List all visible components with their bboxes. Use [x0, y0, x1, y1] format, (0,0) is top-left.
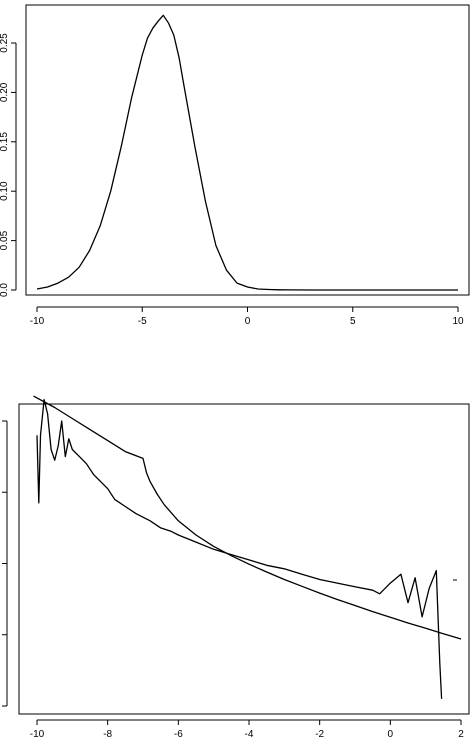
series-line-bottom-0 — [36, 398, 443, 699]
y-tick-label-top-2: 0.10 — [0, 181, 10, 201]
x-tick-label-top-3: 5 — [350, 316, 356, 327]
x-tick-label-top-0: -10 — [30, 316, 45, 327]
plot-frame-top — [25, 4, 470, 296]
density-plot: -10 -5 0 5 10 0.0 0.05 0.10 0.15 0.20 0.25 — [0, 4, 470, 327]
x-tick-label-top-2: 0 — [245, 316, 251, 327]
log-density-plot: -10 -8 -6 -4 -2 0 2 -8 -6 -4 -2 0 — [0, 395, 470, 738]
y-tick-label-top-3: 0.15 — [0, 132, 10, 152]
y-tick-label-top-1: 0.05 — [0, 230, 10, 250]
x-tick-label-bottom-5: 0 — [388, 729, 394, 738]
y-tick-label-top-0: 0.0 — [0, 283, 10, 297]
x-tick-label-top-4: 10 — [452, 316, 464, 327]
y-tick-label-bottom-1: -6 — [0, 487, 1, 496]
x-tick-label-bottom-2: -6 — [174, 729, 183, 738]
series-line-bottom-1 — [33, 395, 462, 640]
y-tick-label-top-4: 0.20 — [0, 82, 10, 102]
plot-frame-bottom — [18, 403, 470, 715]
y-tick-label-bottom-2: -4 — [0, 559, 1, 568]
y-tick-label-bottom-4: 0 — [0, 703, 1, 709]
x-tick-label-bottom-1: -8 — [103, 729, 112, 738]
y-tick-label-bottom-3: -2 — [0, 630, 1, 639]
x-tick-label-bottom-3: -4 — [245, 729, 254, 738]
x-tick-label-top-1: -5 — [138, 316, 147, 327]
x-tick-label-bottom-0: -10 — [30, 729, 45, 738]
series-line-top-0 — [36, 14, 458, 291]
x-tick-label-bottom-4: -2 — [315, 729, 324, 738]
y-tick-label-bottom-0: -8 — [0, 416, 1, 425]
y-tick-label-top-5: 0.25 — [0, 33, 10, 53]
x-tick-label-bottom-6: 2 — [458, 729, 464, 738]
